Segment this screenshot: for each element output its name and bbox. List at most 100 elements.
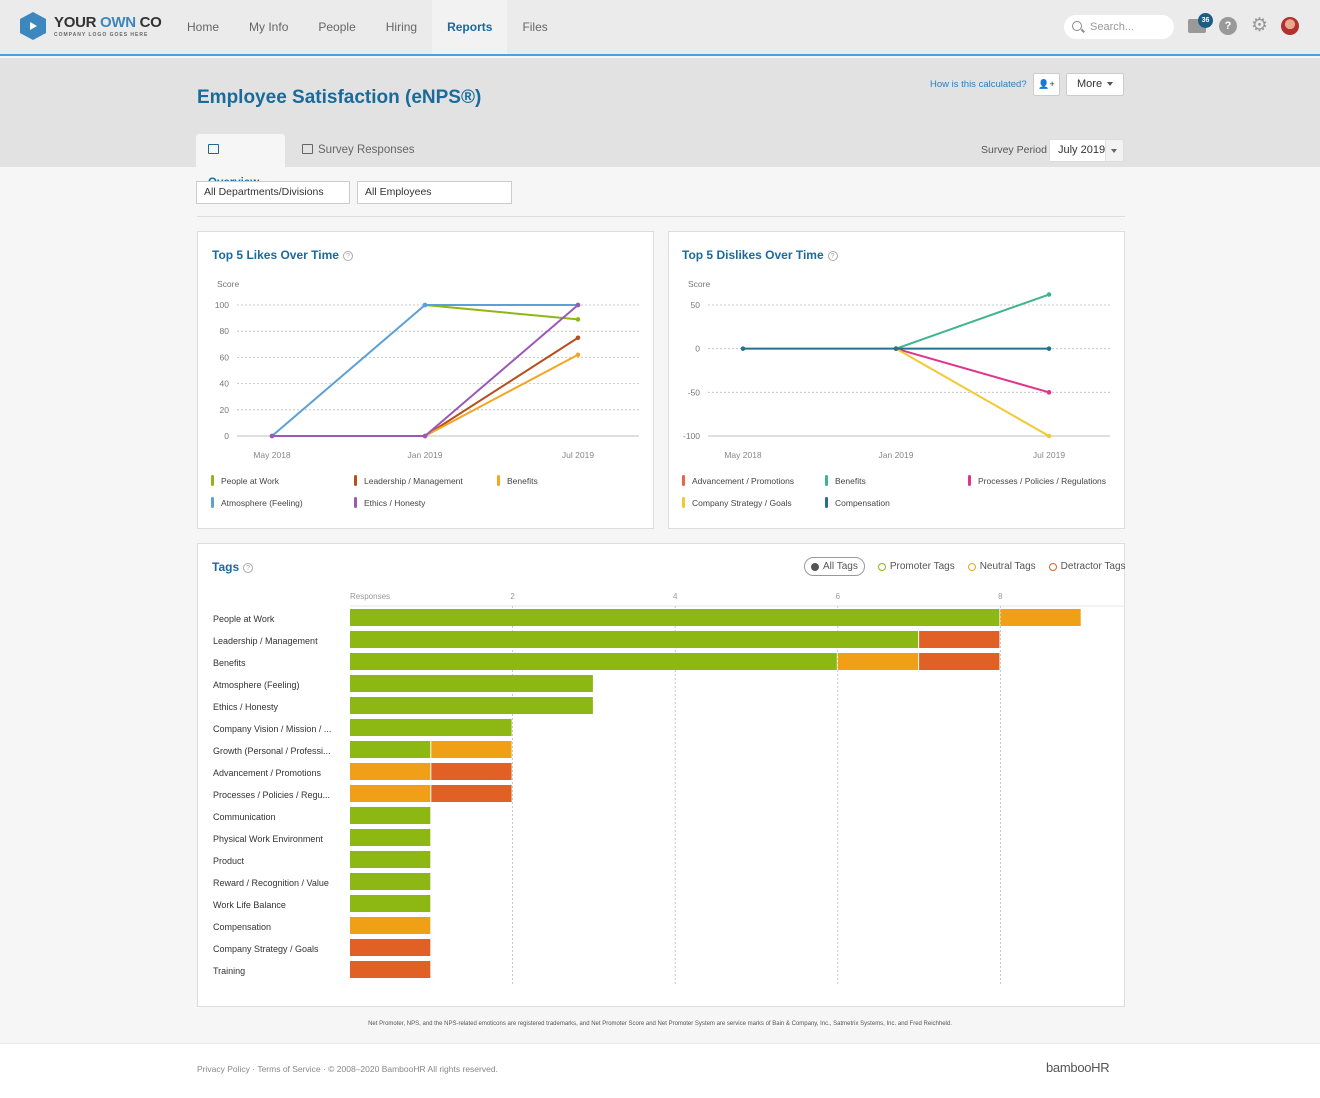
- category-label: Work Life Balance: [213, 900, 286, 910]
- bar-segment: [350, 873, 431, 890]
- category-label: Leadership / Management: [213, 636, 318, 646]
- data-point: [575, 317, 581, 322]
- data-point: [1046, 346, 1052, 351]
- data-point: [269, 433, 275, 439]
- nav-files[interactable]: Files: [522, 20, 548, 34]
- legend-item[interactable]: Company Strategy / Goals: [682, 497, 792, 508]
- y-tick-label: -50: [688, 387, 701, 397]
- bar-segment: [350, 763, 431, 780]
- ring-icon: [967, 562, 976, 571]
- y-tick-label: -100: [683, 431, 700, 441]
- page-title: Employee Satisfaction (eNPS®): [197, 87, 482, 108]
- x-tick-label: Jul 2019: [562, 450, 594, 460]
- category-label: Company Strategy / Goals: [213, 944, 319, 954]
- series-line: [424, 336, 579, 437]
- nav-home[interactable]: Home: [187, 20, 220, 34]
- legend-item[interactable]: Ethics / Honesty: [354, 497, 425, 508]
- main-nav: Home My Info People Hiring Reports Files: [172, 0, 563, 54]
- logo-tagline: COMPANY LOGO GOES HERE: [54, 32, 149, 38]
- legend-label: Leadership / Management: [364, 475, 463, 486]
- y-tick-label: 40: [220, 379, 230, 389]
- company-logo[interactable]: YOUR OWN CO COMPANY LOGO GOES HERE: [20, 12, 162, 40]
- legend-label: Company Strategy / Goals: [692, 497, 792, 508]
- add-person-button[interactable]: 👤+: [1033, 73, 1060, 96]
- help-circle-icon[interactable]: ?: [342, 251, 353, 261]
- filter-neutral-tags[interactable]: Neutral Tags: [967, 557, 1036, 576]
- legend-item[interactable]: Compensation: [825, 497, 890, 508]
- data-point: [575, 302, 581, 308]
- series-line: [271, 304, 578, 437]
- trademark-disclaimer: Net Promoter, NPS, and the NPS-related e…: [368, 1021, 952, 1027]
- bar-segment: [431, 741, 512, 758]
- nav-hiring[interactable]: Hiring: [385, 20, 418, 34]
- ring-icon: [877, 562, 886, 571]
- filter-promoter-tags[interactable]: Promoter Tags: [877, 557, 955, 576]
- bar-segment: [350, 741, 431, 758]
- terms-link[interactable]: Terms of Service: [257, 1064, 321, 1074]
- legend-swatch: [825, 497, 828, 508]
- footer: Privacy Policy · Terms of Service · © 20…: [0, 1043, 1320, 1098]
- tags-title: Tags?: [212, 560, 254, 574]
- employee-filter[interactable]: All Employees: [357, 181, 512, 204]
- data-point: [575, 352, 581, 358]
- y-axis-label: Score: [217, 279, 239, 289]
- how-calculated-link[interactable]: How is this calculated?: [930, 79, 1027, 90]
- legend-item[interactable]: Leadership / Management: [354, 475, 463, 486]
- tab-overview[interactable]: Overview: [196, 134, 285, 189]
- category-label: Benefits: [213, 658, 246, 668]
- logo-wordmark: YOUR OWN CO: [54, 14, 162, 31]
- legend-swatch: [968, 475, 971, 486]
- bamboohr-logo[interactable]: bambooHR: [1046, 1060, 1110, 1075]
- data-point: [740, 346, 746, 351]
- separator: ·: [249, 1064, 258, 1074]
- nav-my-info[interactable]: My Info: [249, 20, 289, 34]
- search-input[interactable]: Search...: [1064, 15, 1174, 39]
- inbox-count-badge: 36: [1198, 13, 1213, 28]
- search-icon: [1072, 21, 1082, 31]
- caret-down-icon: [1107, 82, 1114, 87]
- bar-segment: [350, 917, 431, 934]
- filter-all-tags[interactable]: All Tags: [804, 557, 865, 576]
- legend-item[interactable]: Processes / Policies / Regulations: [968, 475, 1106, 486]
- legend-item[interactable]: People at Work: [211, 475, 279, 486]
- legend-item[interactable]: Benefits: [497, 475, 538, 486]
- privacy-policy-link[interactable]: Privacy Policy: [197, 1064, 250, 1074]
- bar-segment: [350, 719, 512, 736]
- category-label: Physical Work Environment: [213, 834, 323, 844]
- legend-item[interactable]: Atmosphere (Feeling): [211, 497, 303, 508]
- gear-icon[interactable]: ⚙: [1250, 15, 1269, 36]
- y-tick-label: 100: [215, 300, 229, 310]
- nav-people[interactable]: People: [318, 20, 356, 34]
- survey-period-label: Survey Period: [981, 144, 1047, 156]
- data-point: [1046, 390, 1052, 395]
- survey-period-select[interactable]: July 2019: [1049, 139, 1124, 162]
- tab-survey-responses[interactable]: Survey Responses: [290, 134, 427, 167]
- category-label: Ethics / Honesty: [213, 702, 279, 712]
- bar-segment: [431, 763, 512, 780]
- department-filter[interactable]: All Departments/Divisions: [196, 181, 350, 204]
- dislikes-chart-card: [668, 231, 1125, 529]
- legend-label: Processes / Policies / Regulations: [978, 475, 1107, 486]
- category-label: Product: [213, 856, 245, 866]
- user-avatar[interactable]: [1281, 17, 1299, 35]
- legend-item[interactable]: Benefits: [825, 475, 866, 486]
- filter-detractor-tags[interactable]: Detractor Tags: [1048, 557, 1126, 576]
- help-icon[interactable]: ?: [1219, 17, 1237, 35]
- bar-segment: [350, 895, 431, 912]
- bar-segment: [350, 961, 431, 978]
- nav-reports[interactable]: Reports: [432, 0, 508, 54]
- bar-segment: [350, 807, 431, 824]
- dislikes-line-chart: Score -100 -50 0 50 May 2018 Jan 2019 Jul 2019: [683, 279, 1110, 460]
- legend-label: Ethics / Honesty: [364, 497, 426, 508]
- x-tick-label: Jan 2019: [879, 450, 914, 460]
- legend-item[interactable]: Advancement / Promotions: [682, 475, 794, 486]
- survey-period-value: July 2019: [1058, 144, 1106, 156]
- help-circle-icon[interactable]: ?: [827, 251, 838, 261]
- legend-label: Benefits: [507, 475, 538, 486]
- x-axis-label: Responses: [350, 592, 390, 601]
- help-circle-icon[interactable]: ?: [243, 563, 254, 573]
- legend-swatch: [211, 497, 214, 508]
- legend-label: People at Work: [221, 475, 279, 486]
- legend-swatch: [211, 475, 214, 486]
- more-button[interactable]: More: [1066, 73, 1124, 96]
